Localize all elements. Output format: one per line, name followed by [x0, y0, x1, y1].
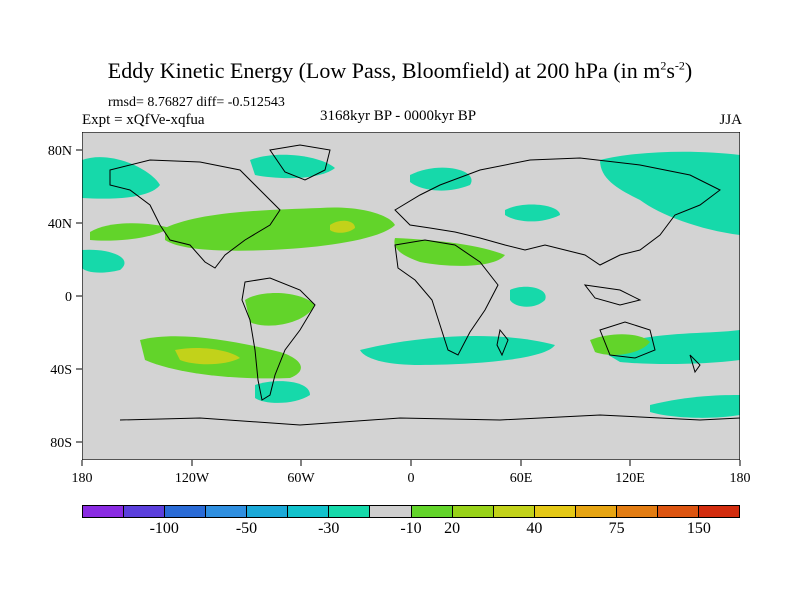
experiment-label: Expt = xQfVe-xqfua — [82, 112, 205, 128]
season-label: JJA — [719, 112, 742, 128]
colorbar-label: 150 — [686, 520, 711, 537]
colorbar-swatch — [288, 506, 330, 517]
lat-tick-0: 0 — [65, 290, 72, 305]
colorbar-swatch — [616, 506, 658, 517]
lon-tick-120e: 120E — [615, 471, 645, 486]
colorbar-swatch — [452, 506, 494, 517]
colorbar-swatch — [247, 506, 289, 517]
coastlines — [109, 144, 740, 426]
colorbar-label: -100 — [149, 520, 179, 537]
yellow-anomaly-regions — [175, 220, 355, 365]
lat-tick-40n: 40N — [48, 217, 72, 232]
colorbar-label: -50 — [235, 520, 258, 537]
lon-tick-120w: 120W — [175, 471, 210, 486]
period-label: 3168kyr BP - 0000kyr BP — [320, 108, 477, 124]
colorbar-swatch — [370, 506, 412, 517]
lat-tick-40s: 40S — [50, 363, 72, 378]
colorbar-swatch — [698, 506, 739, 517]
colorbar-swatch — [83, 506, 125, 517]
colorbar-swatch — [493, 506, 535, 517]
lon-tick-180e: 180 — [730, 471, 751, 486]
colorbar-swatch — [206, 506, 248, 517]
lon-tick-0: 0 — [408, 471, 415, 486]
colorbar-swatch — [534, 506, 576, 517]
map-title: Eddy Kinetic Energy (Low Pass, Bloomfiel… — [107, 58, 693, 83]
lon-tick-180w: 180 — [72, 471, 93, 486]
teal-anomaly-regions — [82, 151, 740, 418]
colorbar-label: 40 — [526, 520, 543, 537]
lat-tick-80n: 80N — [48, 144, 72, 159]
axis-ticks — [76, 149, 741, 466]
colorbar-swatch — [165, 506, 207, 517]
colorbar-swatch — [411, 506, 453, 517]
colorbar-label: 75 — [608, 520, 625, 537]
lon-tick-60e: 60E — [510, 471, 533, 486]
colorbar-swatch — [124, 506, 166, 517]
colorbar-label: -30 — [318, 520, 340, 537]
lat-tick-80s: 80S — [50, 436, 72, 451]
stats-text: rmsd= 8.76827 diff= -0.512543 — [108, 95, 285, 110]
colorbar — [82, 505, 740, 518]
colorbar-label: 20 — [444, 520, 461, 537]
lon-tick-60w: 60W — [287, 471, 315, 486]
colorbar-swatch — [657, 506, 699, 517]
colorbar-swatch — [575, 506, 617, 517]
colorbar-label: -10 — [400, 520, 422, 537]
colorbar-swatch — [329, 506, 371, 517]
